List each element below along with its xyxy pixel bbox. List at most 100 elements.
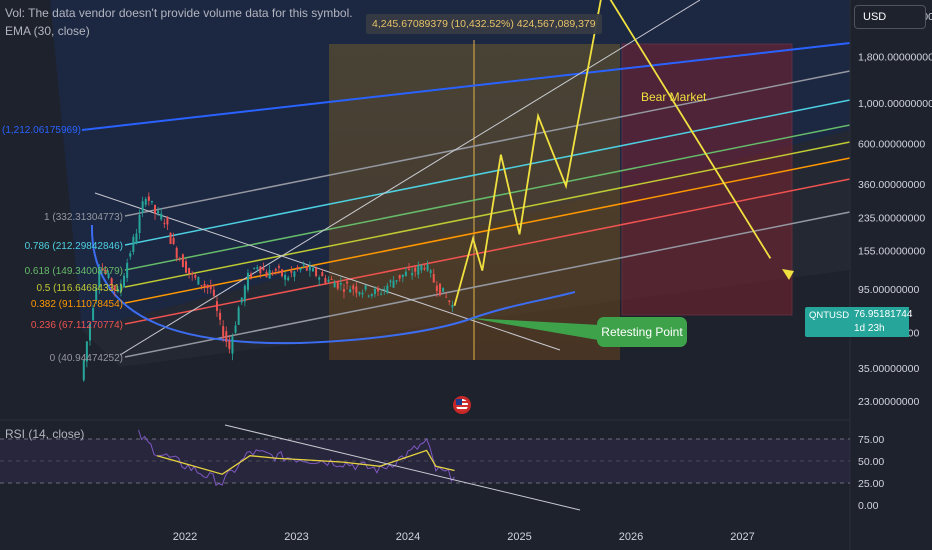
candle (101, 268, 104, 270)
fib-level-label: 0.5 (116.64684331) (36, 283, 123, 294)
time-tick-label: 2026 (619, 531, 643, 543)
price-candles (82, 192, 454, 382)
candle (361, 292, 364, 295)
candle (141, 201, 144, 213)
fib-level-label: 0.382 (91.11078454) (31, 299, 123, 310)
candle (157, 210, 160, 214)
price-tick-label: 360.00000000 (858, 179, 925, 191)
candle (426, 264, 429, 271)
candle (324, 277, 327, 283)
candle (386, 285, 389, 293)
fib-line (124, 157, 851, 304)
candle (408, 268, 410, 270)
candle (228, 340, 231, 349)
price-tick-label: 600.00000000 (858, 138, 925, 150)
candle (435, 285, 438, 292)
ticker-countdown: 1d 23h (854, 323, 885, 334)
candle (240, 297, 243, 303)
candle (178, 258, 181, 260)
candle (215, 301, 218, 311)
candle (281, 269, 284, 277)
us-flag-icon[interactable] (453, 396, 471, 414)
fib-level-label: 0.786 (212.29842846) (25, 241, 123, 252)
fib-level-label: 0.236 (67.11270774) (31, 320, 123, 331)
candle (138, 214, 141, 234)
candle (330, 278, 333, 280)
candle (212, 289, 215, 296)
candle (250, 273, 253, 277)
candle (234, 325, 237, 333)
rsi-trend-line (224, 424, 581, 511)
candle (262, 268, 265, 271)
candle (448, 300, 451, 302)
rsi-legend[interactable]: RSI (14, close) (5, 427, 85, 441)
price-tick-label: 1,800.00000000 (858, 52, 932, 64)
candle (150, 200, 153, 203)
measure-label: 4,245.67089379 (10,432.52%) 424,567,089,… (366, 14, 602, 34)
candle (389, 280, 392, 283)
candle (191, 273, 194, 275)
candle (246, 272, 249, 290)
candle (268, 270, 271, 279)
candle (116, 288, 119, 292)
candle (414, 267, 417, 272)
candle (287, 277, 290, 281)
candle (370, 293, 373, 296)
retesting-point-label: Retesting Point (597, 317, 687, 347)
candle (364, 285, 367, 290)
currency-button[interactable]: USD (854, 5, 926, 29)
ticker-price-box: 76.95181744 1d 23h (851, 307, 912, 337)
rsi-tick-label: 0.00 (858, 500, 879, 512)
fib-line (124, 99, 851, 246)
candle (206, 284, 209, 289)
fib-level-label: 0 (40.94474252) (50, 353, 123, 364)
candle (417, 265, 420, 275)
candle (231, 336, 234, 354)
candle (302, 264, 305, 266)
candle (104, 270, 107, 274)
candle (432, 273, 435, 283)
candle (95, 287, 98, 301)
candle (119, 284, 122, 293)
candle (253, 267, 256, 269)
candle (277, 266, 280, 268)
fib-level-label: 1 (332.31304773) (44, 212, 123, 223)
time-axis: 2022 2023 2024 2025 2026 2027 (173, 531, 755, 543)
ema-legend[interactable]: EMA (30, close) (5, 24, 90, 38)
candle (420, 264, 423, 271)
fib-line (124, 141, 851, 288)
rsi-ma-line (156, 449, 455, 475)
candle (209, 285, 212, 290)
candle (110, 278, 113, 286)
candle (290, 270, 293, 273)
candle (442, 287, 445, 292)
candle (107, 273, 110, 278)
price-tick-label: 35.00000000 (858, 363, 919, 375)
upper-trend-line (119, 0, 701, 356)
rsi-line (138, 429, 455, 487)
candle (411, 273, 414, 276)
fib-labels: 1 (332.31304773) 0.786 (212.29842846) 0.61… (2, 125, 123, 364)
candle (395, 280, 398, 282)
candle (154, 205, 157, 214)
volume-note: Vol: The data vendor doesn't provide vol… (5, 6, 353, 20)
candle (85, 341, 88, 362)
candle (194, 274, 197, 278)
candle (373, 288, 376, 295)
candle (169, 232, 172, 244)
time-tick-label: 2022 (173, 531, 197, 543)
candle (274, 269, 277, 271)
candle (308, 265, 311, 271)
candle (327, 279, 330, 282)
ticker-symbol: QNTUSD (809, 310, 850, 321)
candle (346, 281, 349, 284)
candle (318, 277, 321, 280)
candle (185, 261, 187, 273)
retest-arrow (470, 318, 600, 340)
candle (197, 276, 200, 285)
time-tick-label: 2023 (284, 531, 308, 543)
fib-line (124, 211, 851, 358)
candle (380, 293, 383, 295)
candle (333, 282, 336, 288)
